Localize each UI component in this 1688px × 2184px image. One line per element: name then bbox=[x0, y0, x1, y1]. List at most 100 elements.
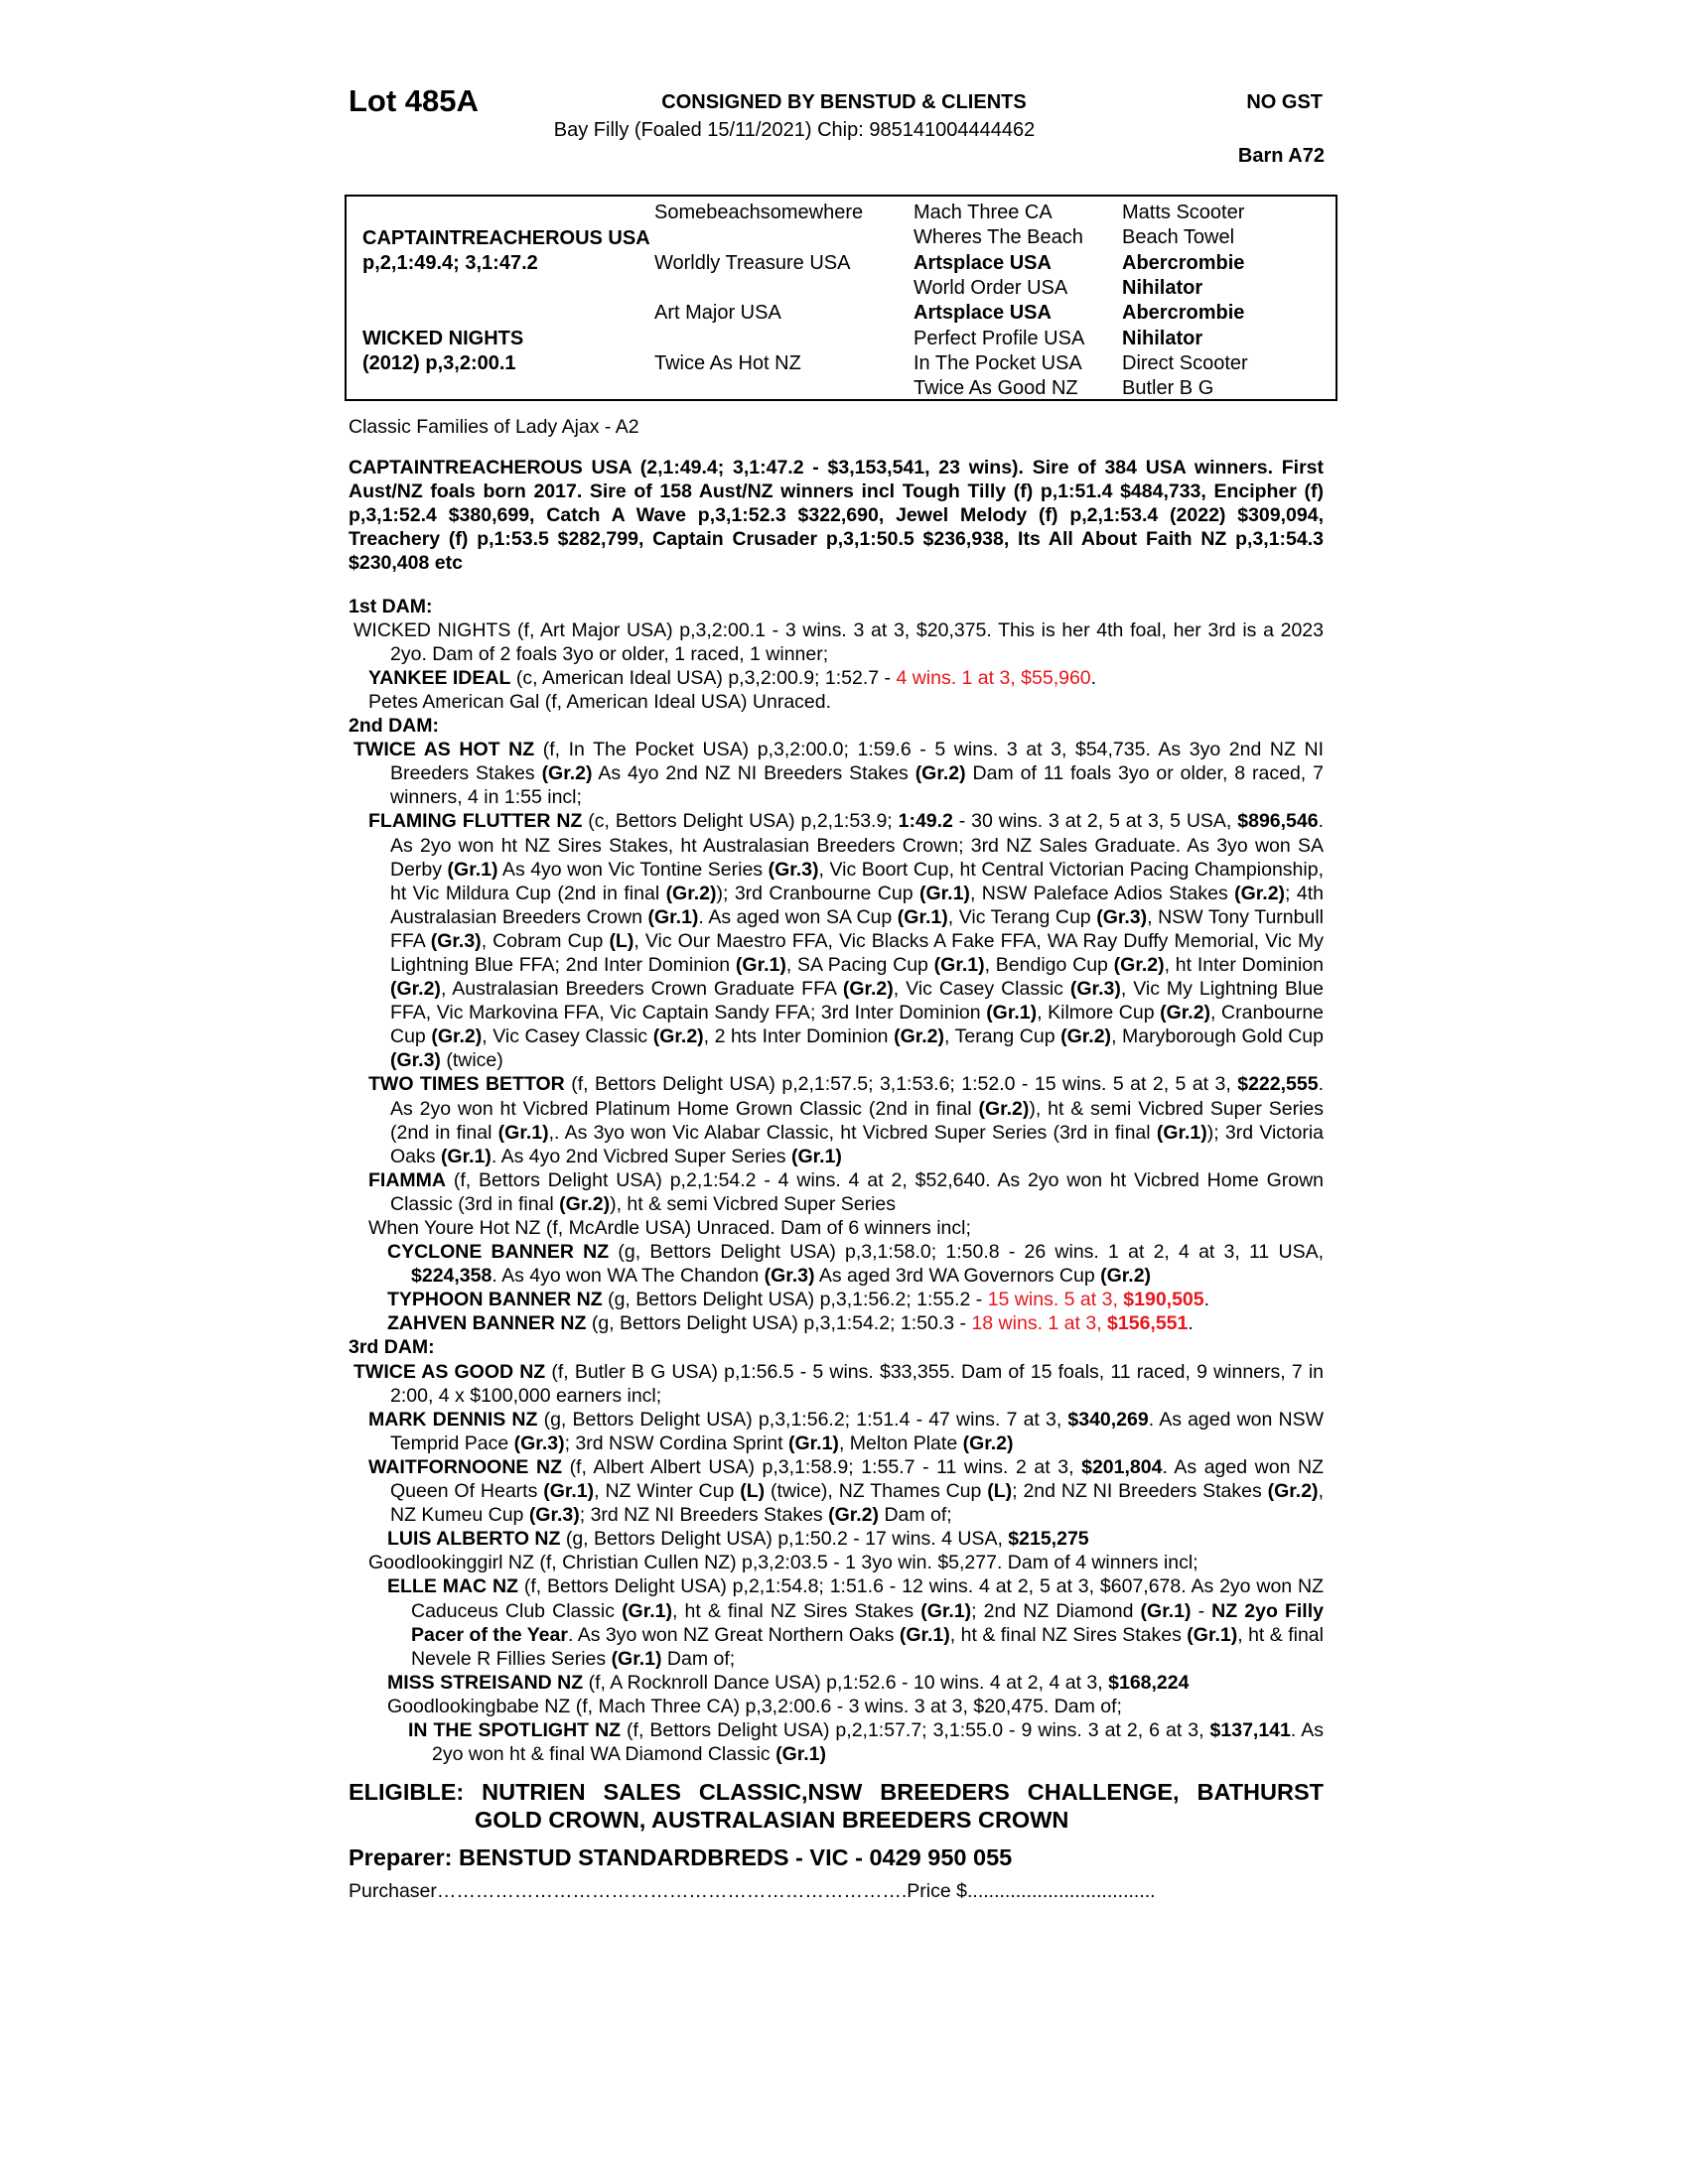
pedigree-gen3-name: Artsplace USA bbox=[914, 302, 1052, 325]
entry-text: (Gr.2) bbox=[652, 1025, 704, 1048]
entry-text: 1:49.2 bbox=[898, 810, 953, 833]
entry-text: (Gr.2) bbox=[842, 978, 894, 1001]
entry-text: (Gr.1) bbox=[897, 905, 948, 928]
entry-text: , Vic Boort Cup, ht Central Victorian Pa… bbox=[390, 858, 1324, 904]
entry-text: , Vic Casey Classic bbox=[893, 978, 1070, 1001]
entry-text: ; 3rd NZ NI Breeders Stakes bbox=[579, 1504, 829, 1527]
entry-text: (Gr.1) bbox=[1156, 1121, 1207, 1144]
entry-text: Dam of; bbox=[661, 1647, 736, 1670]
entry-text: (Gr.2) bbox=[894, 1025, 945, 1048]
pedigree-gen4-name: Abercrombie bbox=[1122, 251, 1245, 274]
entry-text: . As 2yo won ht Vicbred Platinum Home Gr… bbox=[390, 1073, 1324, 1120]
entry-text: (Gr.1) bbox=[440, 1145, 492, 1167]
entry-text: Petes American Gal (f, American Ideal US… bbox=[368, 690, 832, 713]
entry-text: (Gr.3) bbox=[1096, 905, 1148, 928]
dam-name: WICKED NIGHTS bbox=[362, 328, 524, 349]
pedigree-entry: TWO TIMES BETTOR (f, Bettors Delight USA… bbox=[349, 1072, 1324, 1167]
entry-text: (Gr.1) bbox=[986, 1002, 1038, 1024]
pedigree-entry: TYPHOON BANNER NZ (g, Bettors Delight US… bbox=[349, 1288, 1324, 1311]
horse-name: ELLE MAC NZ bbox=[387, 1575, 518, 1598]
entry-text: (Gr.1) bbox=[647, 905, 699, 928]
entry-text: , NZ Winter Cup bbox=[594, 1480, 741, 1503]
entry-text: , Bendigo Cup bbox=[984, 953, 1114, 976]
entry-text: (Gr.1) bbox=[790, 1145, 842, 1167]
entry-text: (Gr.2) bbox=[914, 762, 966, 785]
entry-text: (f, Bettors Delight USA) p,2,1:57.5; 3,1… bbox=[564, 1073, 1238, 1096]
sire-sire: Somebeachsomewhere bbox=[654, 202, 864, 223]
entry-text: (Gr.1) bbox=[497, 1121, 549, 1144]
entry-text: (Gr.2) bbox=[1267, 1480, 1319, 1503]
entry-text: , Maryborough Gold Cup bbox=[1111, 1025, 1324, 1048]
entry-text: , Vic Casey Classic bbox=[482, 1025, 653, 1048]
entry-text: $222,555 bbox=[1237, 1073, 1319, 1096]
pedigree-entry: Petes American Gal (f, American Ideal US… bbox=[349, 690, 1324, 714]
entry-text: 18 wins. 1 at 3, bbox=[971, 1312, 1108, 1335]
entry-text: (g, Bettors Delight USA) p,3,1:54.2; 1:5… bbox=[586, 1312, 972, 1335]
entry-text: $224,358 bbox=[411, 1265, 492, 1288]
entry-text: (Gr.1) bbox=[735, 953, 786, 976]
entry-text: (Gr.3) bbox=[1069, 978, 1121, 1001]
entry-text: (Gr.2) bbox=[1160, 1002, 1211, 1024]
entry-text: 4 wins. 1 at 3, $55,960 bbox=[896, 666, 1091, 689]
pedigree-gen3-name: Artsplace USA bbox=[914, 251, 1052, 274]
entry-text: . bbox=[1090, 666, 1097, 689]
entry-text: Dam of 11 foals 3yo or older, 8 raced, 7… bbox=[390, 762, 1324, 809]
pedigree-table: CAPTAINTREACHEROUS USA p,2,1:49.4; 3,1:4… bbox=[345, 195, 1337, 401]
entry-text: . As 2yo won ht NZ Sires Stakes, ht Aust… bbox=[390, 810, 1325, 881]
entry-text: As 4yo 2nd NZ NI Breeders Stakes bbox=[592, 762, 915, 785]
entry-text: (g, Bettors Delight USA) p,3,1:56.2; 1:5… bbox=[537, 1408, 1068, 1431]
entry-text: When Youre Hot NZ (f, McArdle USA) Unrac… bbox=[368, 1217, 971, 1239]
entry-text: Dam of; bbox=[879, 1504, 952, 1527]
entry-text: (Gr.2) bbox=[828, 1504, 880, 1527]
horse-name: TWICE AS HOT NZ bbox=[353, 739, 535, 761]
entry-text: (Gr.1) bbox=[919, 882, 970, 904]
sire-dam: Worldly Treasure USA bbox=[654, 252, 851, 274]
dam-heading: 3rd DAM: bbox=[349, 1336, 435, 1359]
consignor: CONSIGNED BY BENSTUD & CLIENTS bbox=[661, 91, 1027, 113]
entry-text: . As 2yo won ht & final WA Diamond Class… bbox=[432, 1718, 1324, 1766]
pedigree-entry: ELLE MAC NZ (f, Bettors Delight USA) p,2… bbox=[349, 1574, 1324, 1670]
entry-text: (Gr.1) bbox=[775, 1743, 827, 1766]
catalogue-body: Classic Families of Lady Ajax - A2 CAPTA… bbox=[349, 415, 1324, 1903]
entry-text: ); 3rd Cranbourne Cup bbox=[716, 882, 919, 904]
entry-text: (Gr.1) bbox=[447, 858, 498, 881]
entry-text: , Kilmore Cup bbox=[1037, 1002, 1161, 1024]
entry-text: . As aged won NZ Queen Of Hearts bbox=[390, 1455, 1325, 1503]
entry-text: , Vic My Lightning Blue FFA, Vic Markovi… bbox=[390, 978, 1325, 1024]
entry-text: (Gr.1) bbox=[1140, 1599, 1192, 1622]
entry-text: (Gr.1) bbox=[933, 953, 985, 976]
pedigree-gen4-name: Direct Scooter bbox=[1122, 351, 1248, 374]
entry-text: (f, Bettors Delight USA) p,2,1:54.8; 1:5… bbox=[411, 1575, 1324, 1622]
entry-text: (f, Bettors Delight USA) p,2,1:57.7; 3,1… bbox=[621, 1718, 1210, 1741]
horse-name: TWICE AS GOOD NZ bbox=[353, 1360, 546, 1383]
entry-text: (Gr.2) bbox=[1113, 953, 1165, 976]
pedigree-entry: ZAHVEN BANNER NZ (g, Bettors Delight USA… bbox=[349, 1311, 1324, 1335]
pedigree-entry: CYCLONE BANNER NZ (g, Bettors Delight US… bbox=[349, 1240, 1324, 1288]
dam-heading: 1st DAM: bbox=[349, 595, 433, 617]
entry-text: . bbox=[1203, 1289, 1210, 1311]
entry-text: , Cranbourne Cup bbox=[390, 1002, 1325, 1048]
pedigree-entry: FIAMMA (f, Bettors Delight USA) p,2,1:54… bbox=[349, 1168, 1324, 1216]
pedigree-entry: YANKEE IDEAL (c, American Ideal USA) p,3… bbox=[349, 666, 1324, 690]
pedigree-entry: WICKED NIGHTS (f, Art Major USA) p,3,2:0… bbox=[349, 618, 1324, 666]
pedigree-entry: MISS STREISAND NZ (f, A Rocknroll Dance … bbox=[349, 1671, 1324, 1695]
pedigree-entry: Goodlookinggirl NZ (f, Christian Cullen … bbox=[349, 1551, 1324, 1574]
horse-name: MARK DENNIS NZ bbox=[368, 1408, 538, 1431]
dam-heading: 2nd DAM: bbox=[349, 715, 439, 738]
entry-text: (Gr.2) bbox=[962, 1432, 1014, 1454]
entry-text: ; 2nd NZ Diamond bbox=[971, 1599, 1141, 1622]
entry-text: As 4yo won Vic Tontine Series bbox=[497, 858, 769, 881]
horse-name: IN THE SPOTLIGHT NZ bbox=[408, 1718, 622, 1741]
entry-text: . As 3yo won NZ Great Northern Oaks bbox=[567, 1623, 900, 1646]
pedigree-entry: TWICE AS HOT NZ (f, In The Pocket USA) p… bbox=[349, 738, 1324, 809]
entry-text: (Gr.2) bbox=[1234, 882, 1286, 904]
entry-text: (twice), NZ Thames Cup bbox=[765, 1480, 988, 1503]
pedigree-entry: MARK DENNIS NZ (g, Bettors Delight USA) … bbox=[349, 1408, 1324, 1455]
horse-name: FIAMMA bbox=[368, 1168, 446, 1191]
entry-text: (f, In The Pocket USA) p,3,2:00.0; 1:59.… bbox=[390, 739, 1324, 785]
pedigree-gen4-name: Beach Towel bbox=[1122, 226, 1235, 249]
entry-text: (Gr.1) bbox=[899, 1623, 950, 1646]
entry-text: (f, Bettors Delight USA) p,2,1:54.2 - 4 … bbox=[390, 1168, 1324, 1215]
family-line: Classic Families of Lady Ajax - A2 bbox=[349, 416, 639, 438]
barn-location: Barn A72 bbox=[1237, 145, 1325, 167]
